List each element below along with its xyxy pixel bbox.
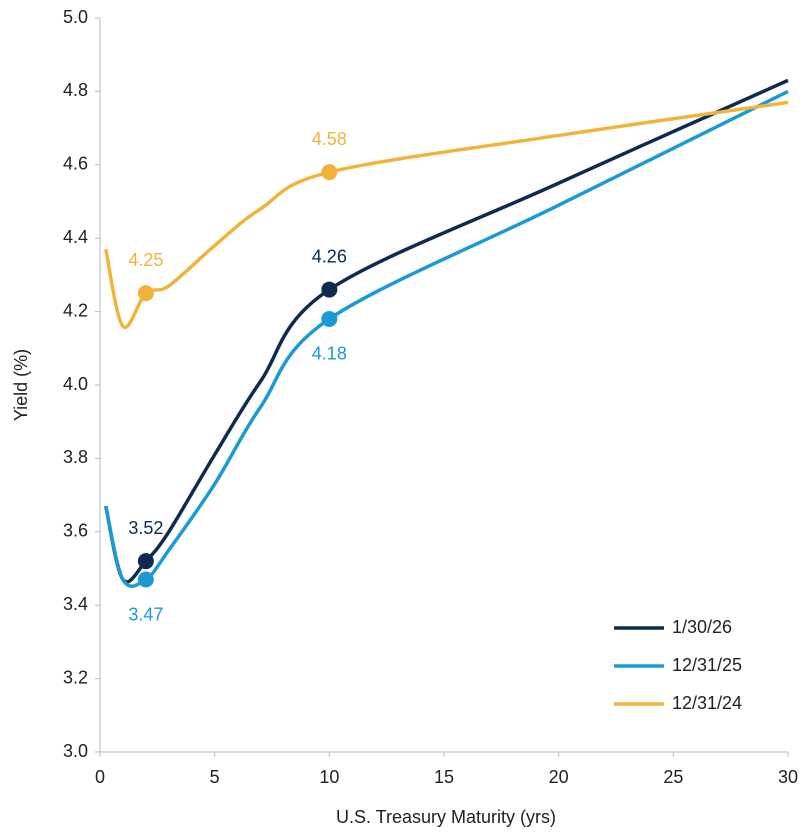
data-label: 4.25	[128, 250, 163, 270]
point-marker	[321, 281, 338, 298]
y-tick-label: 4.4	[63, 227, 88, 247]
x-tick-label: 25	[663, 767, 683, 787]
legend-label: 12/31/24	[672, 693, 742, 713]
data-label: 3.47	[128, 604, 163, 624]
point-marker	[321, 164, 338, 181]
x-tick-label: 30	[778, 767, 798, 787]
y-tick-label: 3.6	[63, 521, 88, 541]
y-tick-label: 4.8	[63, 80, 88, 100]
series-line	[104, 89, 789, 588]
y-tick-label: 5.0	[63, 7, 88, 27]
data-label: 4.58	[312, 129, 347, 149]
y-tick-label: 3.8	[63, 447, 88, 467]
y-tick-label: 3.4	[63, 594, 88, 614]
x-tick-label: 10	[319, 767, 339, 787]
point-marker	[321, 310, 338, 327]
x-tick-label: 0	[95, 767, 105, 787]
data-label: 4.18	[312, 344, 347, 364]
data-label: 4.26	[312, 246, 347, 266]
y-tick-label: 4.2	[63, 300, 88, 320]
series-line	[104, 100, 789, 329]
x-tick-label: 20	[549, 767, 569, 787]
x-tick-label: 15	[434, 767, 454, 787]
y-tick-label: 4.0	[63, 374, 88, 394]
y-tick-label: 4.6	[63, 154, 88, 174]
legend-label: 1/30/26	[672, 617, 732, 637]
x-axis-title: U.S. Treasury Maturity (yrs)	[336, 807, 556, 827]
series-line	[104, 78, 789, 584]
legend-label: 12/31/25	[672, 655, 742, 675]
point-marker	[137, 571, 154, 588]
data-label: 3.52	[128, 518, 163, 538]
y-tick-label: 3.0	[63, 741, 88, 761]
y-tick-label: 3.2	[63, 667, 88, 687]
point-marker	[137, 553, 154, 570]
y-axis-title: Yield (%)	[11, 349, 31, 421]
point-marker	[137, 285, 154, 302]
x-tick-label: 5	[210, 767, 220, 787]
